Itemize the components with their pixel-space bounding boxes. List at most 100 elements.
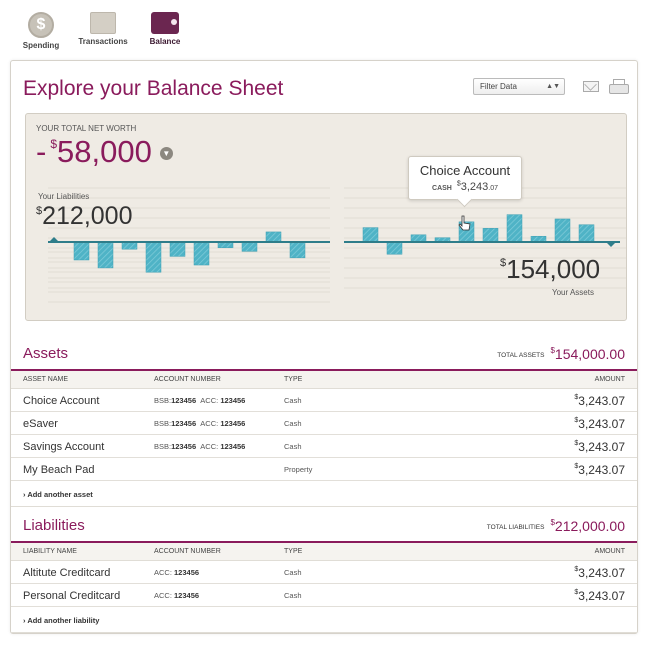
liability-amount: $3,243.07: [574, 589, 625, 603]
add-asset-link[interactable]: › Add another asset: [11, 481, 637, 507]
acc-value: 123456: [220, 396, 246, 405]
asset-row[interactable]: Savings Account BSB:123456 ACC: 123456 Cas…: [11, 435, 637, 458]
wallet-icon: [151, 12, 179, 34]
amount-value: 3,243.07: [578, 394, 625, 408]
liability-row[interactable]: Altitute Creditcard ACC: 123456 Cash $3,243…: [11, 561, 637, 584]
liability-row[interactable]: Personal Creditcard ACC: 123456 Cash $3,243…: [11, 584, 637, 607]
net-worth-currency: $: [50, 137, 58, 151]
filter-data-label: Filter Data: [480, 82, 517, 91]
nav-transactions[interactable]: Transactions: [72, 8, 134, 58]
col-asset-name[interactable]: ASSET NAME: [23, 376, 68, 383]
tooltip-detail: CASH $3,243.07: [409, 180, 521, 193]
liability-name: Personal Creditcard: [23, 590, 121, 602]
chevron-down-icon[interactable]: ▼: [159, 147, 173, 160]
liability-name: Altitute Creditcard: [23, 567, 111, 579]
amount-value: 3,243.07: [578, 463, 625, 477]
col-amount[interactable]: AMOUNT: [594, 548, 625, 555]
acc-value: 123456: [220, 442, 246, 451]
col-liability-name[interactable]: LIABILITY NAME: [23, 548, 77, 555]
tooltip-type: CASH: [432, 184, 452, 192]
assets-total-value: 154,000.00: [554, 346, 625, 362]
printer-icon[interactable]: [609, 79, 629, 94]
liabilities-summary-value: $ 212,000: [36, 202, 133, 231]
liabilities-summary-amount: 212,000: [42, 202, 133, 230]
amount-value: 3,243.07: [578, 440, 625, 454]
account-number: BSB:123456 ACC: 123456: [154, 396, 245, 405]
net-worth-amount: 58,000: [57, 134, 152, 169]
liability-bar: [265, 231, 282, 243]
asset-row[interactable]: eSaver BSB:123456 ACC: 123456 Cash $3,243.0…: [11, 412, 637, 435]
acc-value: 123456: [220, 419, 246, 428]
asset-row[interactable]: Choice Account BSB:123456 ACC: 123456 Cash…: [11, 389, 637, 412]
amount-currency: $: [574, 440, 579, 447]
net-worth-label: YOUR TOTAL NET WORTH: [36, 124, 137, 133]
liability-type: Cash: [284, 568, 302, 577]
liabilities-summary-label: Your Liabilities: [38, 192, 90, 201]
liabilities-total-value: 212,000.00: [554, 518, 625, 534]
liability-bar: [97, 241, 114, 269]
col-account-number[interactable]: ACCOUNT NUMBER: [154, 376, 221, 383]
nav-spending[interactable]: $ Spending: [10, 8, 72, 58]
email-icon[interactable]: [583, 81, 599, 92]
asset-name: eSaver: [23, 418, 58, 430]
asset-amount: $3,243.07: [574, 463, 625, 477]
filter-data-select[interactable]: Filter Data ▲▼: [473, 78, 565, 95]
acc-label: ACC:: [154, 568, 172, 577]
add-liability-label: Add another liability: [27, 616, 100, 625]
nav-balance-label: Balance: [149, 37, 181, 46]
assets-summary-currency: $: [500, 257, 507, 269]
bsb-label: BSB:: [154, 442, 172, 451]
asset-name: Choice Account: [23, 395, 100, 407]
amount-value: 3,243.07: [578, 589, 625, 603]
account-number: BSB:123456 ACC: 123456: [154, 419, 245, 428]
tooltip-title: Choice Account: [419, 163, 511, 178]
asset-bar: [410, 234, 427, 243]
liability-amount: $3,243.07: [574, 566, 625, 580]
tooltip-currency: $: [456, 180, 461, 187]
asset-bar: [362, 227, 379, 243]
add-liability-link[interactable]: › Add another liability: [11, 607, 637, 633]
liabilities-section: Liabilities TOTAL LIABILITIES $ 212,000.…: [11, 507, 637, 633]
transactions-doc-icon: [90, 12, 116, 34]
col-type[interactable]: TYPE: [284, 376, 303, 383]
liabilities-total-currency: $: [550, 518, 555, 527]
liabilities-title: Liabilities: [23, 517, 85, 534]
balance-chart: [48, 187, 626, 303]
col-type[interactable]: TYPE: [284, 548, 303, 555]
asset-amount: $3,243.07: [574, 440, 625, 454]
asset-amount: $3,243.07: [574, 417, 625, 431]
liability-bar: [73, 241, 90, 261]
nav-transactions-label: Transactions: [78, 37, 128, 46]
asset-bar: [578, 224, 595, 243]
asset-bar: [482, 228, 499, 243]
acc-value: 123456: [174, 568, 200, 577]
amount-value: 3,243.07: [578, 566, 625, 580]
assets-header: Assets TOTAL ASSETS $ 154,000.00: [11, 335, 637, 371]
asset-amount: $3,243.07: [574, 394, 625, 408]
acc-label: ACC:: [200, 419, 219, 428]
tooltip-cents: .07: [488, 184, 498, 192]
account-number: BSB:123456 ACC: 123456: [154, 442, 245, 451]
amount-currency: $: [574, 463, 579, 470]
liability-bar: [241, 241, 258, 252]
bsb-value: 123456: [171, 419, 197, 428]
assets-summary-amount: 154,000: [506, 254, 601, 284]
amount-value: 3,243.07: [578, 417, 625, 431]
col-account-number[interactable]: ACCOUNT NUMBER: [154, 548, 221, 555]
asset-type: Property: [284, 465, 313, 474]
bar-tooltip: Choice Account CASH $3,243.07: [408, 156, 522, 200]
bsb-label: BSB:: [154, 396, 172, 405]
asset-row[interactable]: My Beach Pad Property $3,243.07: [11, 458, 637, 481]
liabilities-total-label: TOTAL LIABILITIES: [486, 524, 545, 531]
nav-balance[interactable]: Balance: [134, 8, 196, 58]
bsb-value: 123456: [171, 396, 197, 405]
page-title: Explore your Balance Sheet: [23, 77, 284, 100]
col-amount[interactable]: AMOUNT: [594, 376, 625, 383]
net-worth-value: - $ 58,000 ▼: [36, 134, 173, 170]
amount-currency: $: [574, 394, 579, 401]
acc-label: ACC:: [200, 442, 219, 451]
liability-bar: [193, 241, 210, 266]
assets-summary-label: Your Assets: [552, 288, 594, 297]
assets-summary-value: $ 154,000: [500, 254, 600, 285]
liabilities-marker-icon: [49, 237, 59, 242]
